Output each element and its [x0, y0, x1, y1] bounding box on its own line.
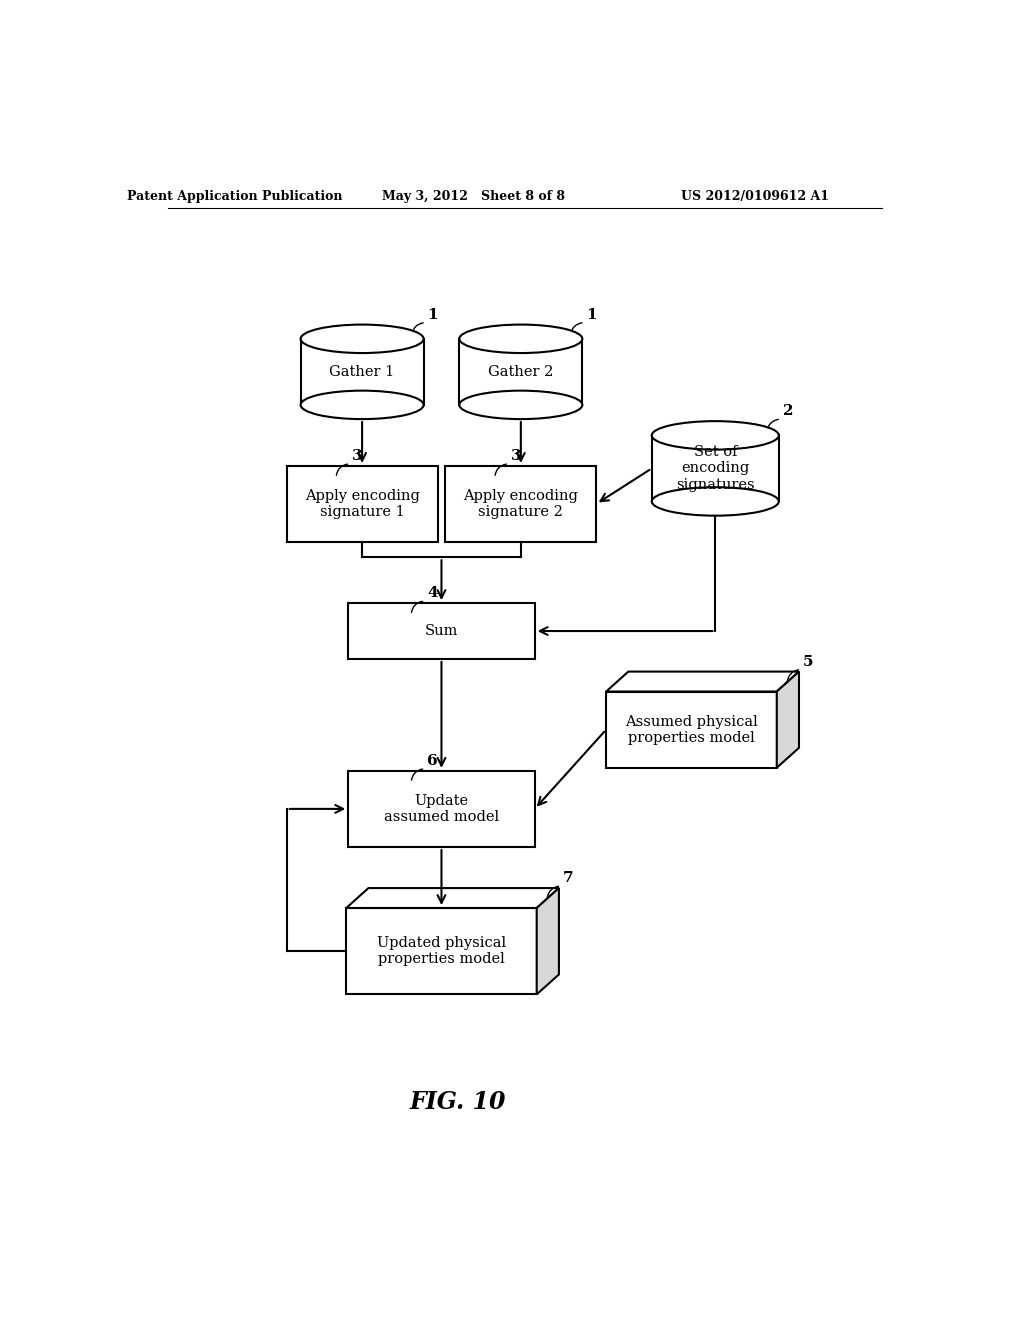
Text: Updated physical
properties model: Updated physical properties model [377, 936, 506, 966]
Text: 5: 5 [803, 655, 813, 668]
Bar [348, 771, 535, 847]
Ellipse shape [460, 325, 583, 352]
Bar [445, 466, 596, 543]
Bar [287, 466, 437, 543]
Bar [346, 908, 537, 994]
Text: Gather 1: Gather 1 [330, 364, 394, 379]
Text: Assumed physical
properties model: Assumed physical properties model [625, 714, 758, 744]
Ellipse shape [651, 487, 779, 516]
Text: May 3, 2012   Sheet 8 of 8: May 3, 2012 Sheet 8 of 8 [382, 190, 564, 202]
Text: FIG. 10: FIG. 10 [410, 1089, 506, 1114]
Text: Apply encoding
signature 1: Apply encoding signature 1 [305, 488, 420, 519]
Text: 4: 4 [427, 586, 437, 601]
Bar [348, 603, 535, 659]
Text: 1: 1 [587, 308, 597, 322]
Text: 2: 2 [782, 404, 794, 418]
Text: Gather 2: Gather 2 [488, 364, 554, 379]
Bar [652, 436, 779, 502]
Ellipse shape [460, 391, 583, 420]
Bar [460, 339, 583, 405]
Polygon shape [777, 672, 799, 768]
Text: Patent Application Publication: Patent Application Publication [127, 190, 343, 202]
Ellipse shape [301, 391, 424, 420]
Text: 1: 1 [428, 308, 438, 322]
Text: US 2012/0109612 A1: US 2012/0109612 A1 [681, 190, 829, 202]
Text: 3: 3 [511, 449, 521, 463]
Polygon shape [537, 888, 559, 994]
Text: Apply encoding
signature 2: Apply encoding signature 2 [464, 488, 579, 519]
Bar [301, 339, 424, 405]
Text: Sum: Sum [425, 624, 458, 638]
Polygon shape [346, 888, 559, 908]
Bar [606, 692, 777, 768]
Text: 3: 3 [352, 449, 362, 463]
Polygon shape [606, 672, 799, 692]
Text: 7: 7 [563, 871, 573, 884]
Ellipse shape [651, 421, 779, 450]
Text: 6: 6 [427, 754, 437, 768]
Text: Set of
encoding
signatures: Set of encoding signatures [676, 445, 755, 491]
Text: Update
assumed model: Update assumed model [384, 793, 499, 824]
Ellipse shape [301, 325, 424, 352]
